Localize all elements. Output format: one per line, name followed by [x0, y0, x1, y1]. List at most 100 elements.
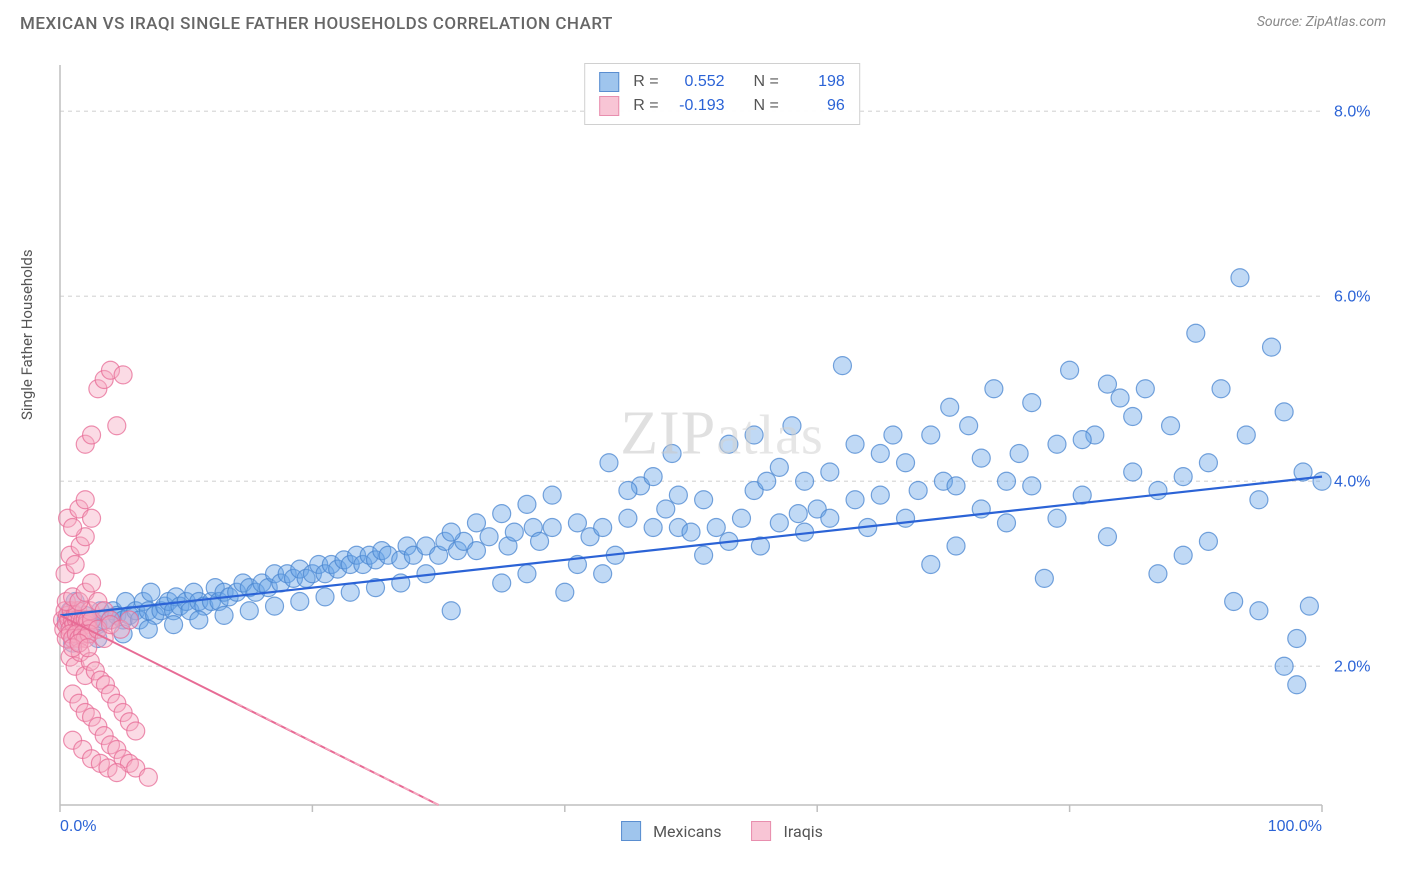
scatter-point — [83, 509, 101, 527]
scatter-point — [960, 417, 978, 435]
chart-title: MEXICAN VS IRAQI SINGLE FATHER HOUSEHOLD… — [20, 14, 613, 34]
legend-swatch — [621, 821, 641, 841]
scatter-point — [1010, 445, 1028, 463]
scatter-point — [1098, 375, 1116, 393]
scatter-point — [568, 514, 586, 532]
scatter-point — [1288, 676, 1306, 694]
scatter-point — [1061, 361, 1079, 379]
stats-box: R =0.552 N =198R =-0.193 N =96 — [584, 63, 860, 125]
scatter-point — [1174, 468, 1192, 486]
scatter-point — [66, 556, 84, 574]
stat-n-value: 198 — [789, 70, 845, 94]
stat-n-label: N = — [753, 94, 778, 118]
scatter-point — [695, 491, 713, 509]
scatter-point — [732, 509, 750, 527]
scatter-point — [783, 417, 801, 435]
stat-r-value: 0.552 — [669, 70, 725, 94]
stats-swatch — [599, 96, 619, 116]
scatter-point — [833, 357, 851, 375]
scatter-point — [985, 380, 1003, 398]
scatter-point — [922, 426, 940, 444]
scatter-point — [695, 546, 713, 564]
scatter-point — [1162, 417, 1180, 435]
scatter-point — [1149, 482, 1167, 500]
scatter-point — [941, 398, 959, 416]
scatter-point — [1300, 597, 1318, 615]
scatter-point — [142, 583, 160, 601]
scatter-point — [1048, 435, 1066, 453]
scatter-point — [1212, 380, 1230, 398]
legend-bottom: Mexicans Iraqis — [621, 821, 823, 841]
scatter-point — [644, 468, 662, 486]
scatter-point — [789, 505, 807, 523]
source-name: ZipAtlas.com — [1306, 14, 1386, 30]
scatter-point — [922, 556, 940, 574]
scatter-point — [758, 472, 776, 490]
scatter-point — [442, 523, 460, 541]
scatter-point — [720, 435, 738, 453]
scatter-point — [1275, 657, 1293, 675]
scatter-point — [543, 486, 561, 504]
stats-row: R =0.552 N =198 — [599, 70, 845, 94]
y-tick-label: 4.0% — [1334, 473, 1370, 490]
scatter-point — [543, 519, 561, 537]
scatter-point — [947, 477, 965, 495]
chart-source: Source: ZipAtlas.com — [1257, 14, 1386, 30]
scatter-point — [83, 426, 101, 444]
legend-label: Mexicans — [653, 822, 721, 841]
scatter-point — [846, 491, 864, 509]
legend-label: Iraqis — [784, 822, 823, 841]
scatter-point — [884, 426, 902, 444]
scatter-point — [165, 616, 183, 634]
scatter-point — [871, 486, 889, 504]
scatter-point — [1288, 630, 1306, 648]
legend-swatch — [752, 821, 772, 841]
scatter-point — [531, 532, 549, 550]
scatter-point — [1035, 569, 1053, 587]
y-axis-label: Single Father Households — [18, 249, 36, 420]
scatter-point — [190, 611, 208, 629]
scatter-point — [1098, 528, 1116, 546]
scatter-point — [1263, 338, 1281, 356]
scatter-point — [998, 514, 1016, 532]
scatter-point — [64, 519, 82, 537]
scatter-point — [1174, 546, 1192, 564]
plot-area: 2.0%4.0%6.0%8.0%0.0%100.0% ZIPatlas R =0… — [52, 55, 1392, 845]
scatter-point — [1231, 269, 1249, 287]
scatter-point — [120, 611, 138, 629]
scatter-point — [1275, 403, 1293, 421]
scatter-point — [1048, 509, 1066, 527]
scatter-point — [745, 426, 763, 444]
scatter-point — [770, 458, 788, 476]
scatter-point — [619, 482, 637, 500]
scatter-point — [909, 482, 927, 500]
scatter-point — [291, 593, 309, 611]
scatter-point — [594, 519, 612, 537]
scatter-point — [1111, 389, 1129, 407]
stat-n-label: N = — [753, 70, 778, 94]
scatter-point — [108, 417, 126, 435]
scatter-point — [556, 583, 574, 601]
scatter-point — [139, 620, 157, 638]
scatter-point — [1313, 472, 1331, 490]
stats-row: R =-0.193 N =96 — [599, 94, 845, 118]
x-tick-label: 100.0% — [1268, 818, 1322, 835]
source-prefix: Source: — [1257, 14, 1306, 30]
scatter-point — [341, 583, 359, 601]
scatter-point — [897, 454, 915, 472]
scatter-point — [1250, 602, 1268, 620]
scatter-point — [1023, 477, 1041, 495]
scatter-point — [76, 491, 94, 509]
scatter-point — [594, 565, 612, 583]
scatter-point — [493, 505, 511, 523]
scatter-point — [493, 574, 511, 592]
x-tick-label: 0.0% — [60, 818, 96, 835]
scatter-point — [897, 509, 915, 527]
stat-n-value: 96 — [789, 94, 845, 118]
y-tick-label: 6.0% — [1334, 288, 1370, 305]
scatter-point — [1225, 593, 1243, 611]
scatter-point — [1073, 431, 1091, 449]
chart-svg: 2.0%4.0%6.0%8.0%0.0%100.0% — [52, 55, 1392, 845]
scatter-point — [1124, 408, 1142, 426]
scatter-point — [1187, 324, 1205, 342]
